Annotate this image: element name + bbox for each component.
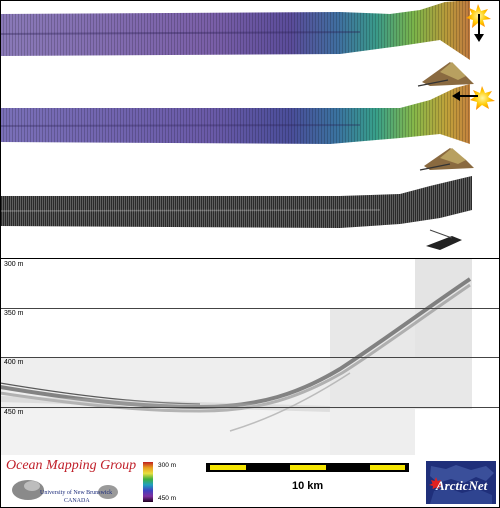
depth-label-450: 450 m — [4, 409, 24, 416]
swath-2-inset — [419, 148, 474, 171]
maple-leaf-icon — [429, 477, 443, 489]
depth-gridline-350 — [0, 308, 500, 309]
scale-bar-segment — [370, 465, 405, 470]
swath-views-panel — [0, 0, 500, 259]
swath-1-inset — [417, 62, 474, 87]
scale-bar-segment — [290, 465, 326, 470]
swath-3-inset — [426, 229, 462, 250]
scale-bar — [206, 463, 409, 472]
scale-bar-segment — [210, 465, 246, 470]
depth-colorbar — [143, 462, 153, 502]
depth-label-400: 400 m — [4, 359, 24, 366]
colorbar-top-label: 300 m — [158, 462, 177, 469]
colorbar-bottom-label: 450 m — [158, 495, 177, 502]
swath-3-backscatter — [0, 176, 472, 228]
seafloor-logo-image — [12, 480, 118, 500]
arrow-down-icon — [474, 14, 484, 42]
country-name: CANADA — [64, 498, 90, 504]
arctic-map-background — [430, 465, 494, 504]
university-name: University of New Brunswick — [40, 490, 113, 496]
swath-1-colored — [0, 0, 470, 60]
arcticnet-logo-text: ArcticNet — [436, 478, 488, 493]
arcticnet-logo: ArcticNet — [426, 461, 496, 504]
depth-label-350: 350 m — [4, 310, 24, 317]
swath-2-colored — [0, 84, 470, 144]
depth-label-300: 300 m — [4, 261, 24, 268]
arrow-left-icon — [452, 91, 478, 101]
ocean-mapping-group-logo-text: Ocean Mapping Group — [6, 458, 137, 473]
sun-icon-2 — [470, 86, 495, 110]
scale-bar-label: 10 km — [292, 480, 324, 492]
depth-gridline-400 — [0, 357, 500, 358]
profile-graphic — [0, 259, 472, 455]
depth-gridline-450 — [0, 407, 500, 408]
sub-bottom-profile-panel: 300 m 350 m 400 m 450 m — [0, 259, 500, 455]
swath-views-graphic — [0, 0, 495, 250]
